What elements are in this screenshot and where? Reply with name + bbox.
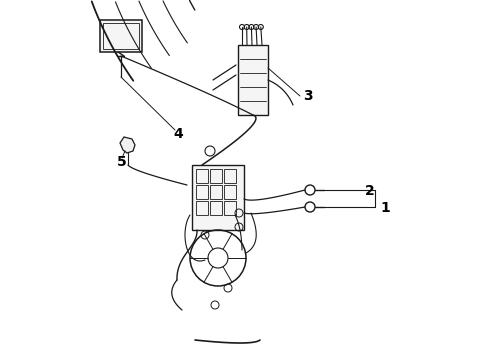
Text: 5: 5: [117, 155, 127, 169]
Bar: [238, 45, 268, 115]
Bar: [210, 201, 222, 215]
Text: 3: 3: [303, 89, 313, 103]
FancyBboxPatch shape: [100, 20, 142, 52]
Bar: [210, 185, 222, 199]
Bar: [224, 201, 236, 215]
Text: 4: 4: [173, 127, 183, 141]
Text: 2: 2: [365, 184, 375, 198]
Bar: [103, 23, 139, 49]
Bar: [192, 165, 244, 230]
Bar: [196, 201, 208, 215]
Bar: [196, 185, 208, 199]
Bar: [224, 169, 236, 183]
Bar: [224, 185, 236, 199]
Bar: [210, 169, 222, 183]
Text: 1: 1: [380, 201, 390, 215]
Bar: [196, 169, 208, 183]
Polygon shape: [120, 137, 135, 153]
